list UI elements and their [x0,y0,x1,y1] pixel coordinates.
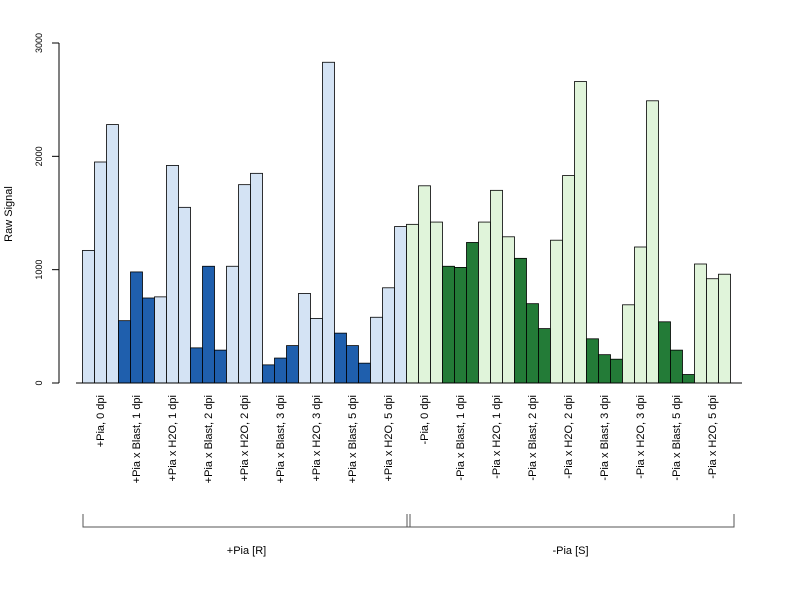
x-tick-label: +Pia x Blast, 3 dpi [275,395,287,483]
bar [574,81,587,384]
bar [226,265,239,384]
y-tick-label: 0 [34,380,44,385]
x-tick-label: -Pia x Blast, 3 dpi [599,395,611,481]
bar [250,172,263,384]
bar [322,61,335,384]
bar [274,357,287,384]
bar [286,345,299,384]
bar [490,189,503,384]
bar [178,206,191,384]
bar [682,374,695,384]
bar [598,354,611,384]
bar [454,266,467,384]
bars [82,61,731,384]
group-brackets: +Pia [R] -Pia [S] [82,514,735,557]
y-axis-title: Raw Signal [3,186,15,242]
bar [394,226,407,384]
bar [658,321,671,384]
bar [130,271,143,384]
x-tick-label: +Pia, 0 dpi [95,395,107,447]
group-label: -Pia [S] [552,545,588,557]
bar [694,263,707,384]
x-tick-label: -Pia x H2O, 2 dpi [563,395,575,479]
x-tick-label: +Pia x Blast, 2 dpi [203,395,215,483]
group-bracket [406,514,735,528]
bar [670,349,683,384]
x-tick-label: -Pia, 0 dpi [419,395,431,445]
bar [478,221,491,384]
bar [538,328,551,384]
bar [262,364,275,384]
bar [466,242,479,384]
bar [502,236,515,384]
x-tick-labels: +Pia, 0 dpi +Pia x Blast, 1 dpi +Pia x H2O… [95,395,719,483]
bar [526,303,539,384]
bar [430,221,443,384]
bar [358,362,371,384]
bar [514,257,527,384]
bar [370,316,383,384]
bar [418,185,431,384]
bar [166,164,179,384]
y-tick-label: 2000 [34,146,44,166]
x-tick-label: +Pia x H2O, 5 dpi [383,395,395,482]
x-tick-label: +Pia x H2O, 1 dpi [167,395,179,482]
bar [118,320,131,384]
bar [142,297,155,384]
bar [382,287,395,384]
bar [82,249,95,384]
y-axis: 0 1000 2000 3000 [34,33,60,386]
bar [214,349,227,384]
y-tick-label: 1000 [34,260,44,280]
bar [586,338,599,384]
bar [190,347,203,384]
x-tick-label: -Pia x H2O, 1 dpi [491,395,503,479]
group-label: +Pia [R] [227,545,266,557]
x-tick-label: -Pia x H2O, 5 dpi [707,395,719,479]
x-tick-label: -Pia x H2O, 3 dpi [635,395,647,479]
bar [442,265,455,384]
bar [562,175,575,384]
bar [706,278,719,384]
x-tick-label: +Pia x H2O, 3 dpi [311,395,323,482]
bar [238,184,251,384]
bar [94,161,107,384]
bar [406,223,419,384]
bar [106,124,119,384]
bar [550,239,563,384]
bar [610,358,623,384]
bar [634,246,647,384]
x-tick-label: +Pia x H2O, 2 dpi [239,395,251,482]
bar [298,293,311,384]
x-tick-label: -Pia x Blast, 2 dpi [527,395,539,481]
x-tick-label: -Pia x Blast, 5 dpi [671,395,683,481]
x-tick-label: +Pia x Blast, 1 dpi [131,395,143,483]
x-tick-label: +Pia x Blast, 5 dpi [347,395,359,483]
bar [310,317,323,384]
bar [154,296,167,384]
bar [346,345,359,384]
bar [718,273,731,384]
x-tick-label: -Pia x Blast, 1 dpi [455,395,467,481]
bar [202,265,215,384]
bar [646,100,659,384]
bar [334,332,347,384]
bar [622,304,635,384]
y-tick-label: 3000 [34,33,44,53]
group-bracket [82,514,411,528]
